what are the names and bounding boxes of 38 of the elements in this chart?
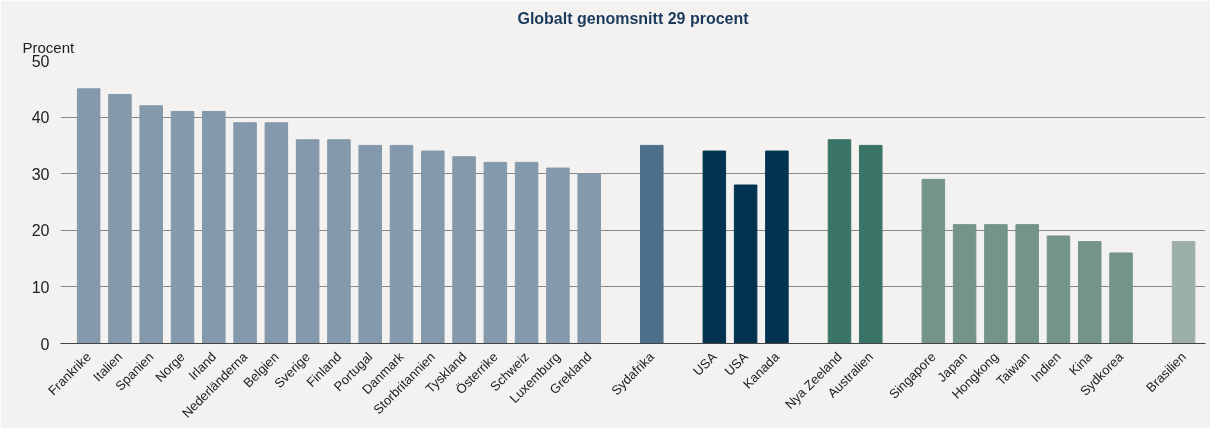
y-tick-label: 20 [31,222,50,240]
bar [577,173,601,344]
bar [421,150,445,344]
bar [389,144,414,344]
y-tick-label: 30 [31,165,50,183]
bar [859,144,883,344]
bar [295,139,320,344]
bar [546,167,570,344]
bar [76,88,101,344]
bar [1171,241,1196,344]
y-tick-label: 40 [31,109,50,127]
bar [170,110,195,344]
bar [202,110,226,344]
bar [514,161,539,344]
bar [984,224,1008,344]
bar [1046,235,1071,344]
chart-title: Globalt genomsnitt 29 procent [517,9,750,27]
y-tick-label: 10 [31,278,50,296]
y-tick-label: 0 [40,335,50,353]
bar [640,144,664,344]
bar [108,93,132,344]
bar [452,156,476,344]
bar [952,224,977,344]
bar [233,122,257,344]
bar [827,139,852,344]
bar [139,105,163,344]
bar [1077,241,1102,344]
bar [733,184,758,344]
bar [264,122,289,344]
bar [765,150,789,344]
bar [702,150,727,344]
bar [327,139,351,344]
bar [483,161,508,344]
x-tick-label: USA [690,348,720,379]
bar [358,144,382,344]
bar [1015,224,1039,344]
bar [1109,252,1133,344]
bar [921,178,946,344]
